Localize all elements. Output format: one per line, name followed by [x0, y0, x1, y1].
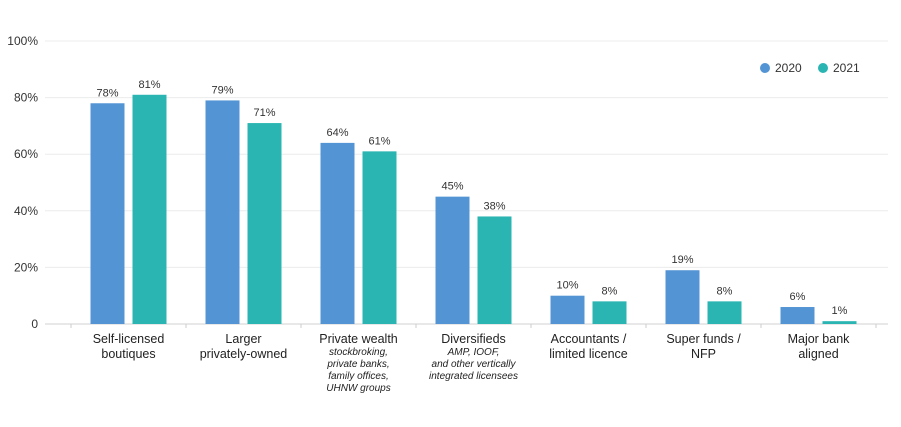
category-label: Self-licensed	[93, 332, 165, 346]
data-label: 61%	[368, 135, 390, 147]
legend-swatch-2020	[760, 63, 770, 73]
category-sublabel: and other vertically	[432, 359, 517, 370]
y-axis: 0 20% 40% 60% 80% 100%	[7, 34, 38, 331]
bars: 78% 81% 79% 71% 64% 61% 45% 38% 10% 8% 19% 8% 6% 1%	[90, 79, 857, 325]
bar-2020	[320, 142, 355, 324]
category-sublabel: UHNW groups	[326, 383, 390, 394]
bar-2021	[592, 301, 627, 324]
category-label: Accountants /	[551, 332, 627, 346]
data-label: 64%	[326, 127, 348, 139]
bar-2021	[362, 151, 397, 324]
category-sublabel: stockbroking,	[329, 347, 388, 358]
category-label: NFP	[691, 347, 716, 361]
category-label: privately-owned	[200, 347, 288, 361]
bar-2020	[90, 103, 125, 324]
legend-swatch-2021	[818, 63, 828, 73]
bar-2020	[550, 295, 585, 324]
y-tick-label: 20%	[14, 260, 38, 274]
data-label: 1%	[832, 305, 848, 317]
category-sublabel: AMP, IOOF,	[447, 347, 500, 358]
data-label: 79%	[211, 84, 233, 96]
category-label: boutiques	[101, 347, 155, 361]
category-label: Private wealth	[319, 332, 398, 346]
y-tick-label: 0	[31, 317, 38, 331]
legend: 2020 2021	[760, 61, 860, 75]
data-label: 38%	[483, 200, 505, 212]
category-label: aligned	[798, 347, 838, 361]
bar-2020	[435, 196, 470, 324]
y-tick-label: 60%	[14, 147, 38, 161]
y-tick-label: 80%	[14, 91, 38, 105]
bar-2021	[707, 301, 742, 324]
data-label: 8%	[717, 285, 733, 297]
data-label: 78%	[96, 87, 118, 99]
legend-label: 2020	[775, 61, 802, 75]
data-label: 81%	[138, 79, 160, 91]
y-tick-label: 40%	[14, 204, 38, 218]
bar-2021	[822, 321, 857, 324]
data-label: 45%	[441, 181, 463, 193]
bar-2020	[780, 307, 815, 324]
category-label: Major bank	[788, 332, 851, 346]
bar-2021	[132, 94, 167, 325]
category-label: Diversifieds	[441, 332, 506, 346]
bar-2021	[247, 123, 282, 324]
category-sublabel: private banks,	[326, 359, 389, 370]
category-label: Super funds /	[666, 332, 741, 346]
data-label: 19%	[671, 254, 693, 266]
data-label: 10%	[556, 280, 578, 292]
category-sublabel: family offices,	[328, 371, 389, 382]
category-label: limited licence	[549, 347, 628, 361]
data-label: 71%	[253, 107, 275, 119]
bar-2020	[205, 100, 240, 325]
legend-label: 2021	[833, 61, 860, 75]
data-label: 8%	[602, 285, 618, 297]
y-tick-label: 100%	[7, 34, 38, 48]
data-label: 6%	[790, 291, 806, 303]
bar-2021	[477, 216, 512, 324]
category-label: Larger	[225, 332, 261, 346]
bar-2020	[665, 270, 700, 324]
category-sublabel: integrated licensees	[429, 371, 518, 382]
